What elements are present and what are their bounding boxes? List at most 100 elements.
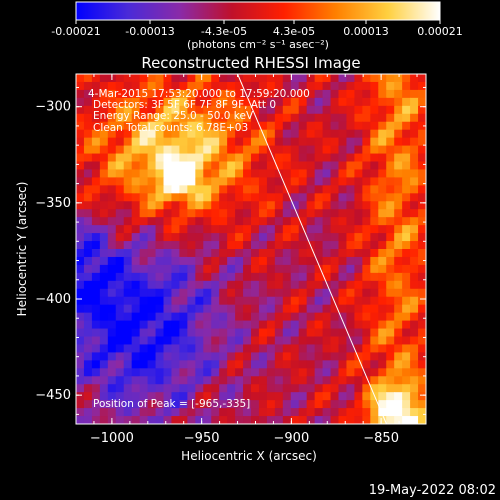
heatmap-pixel bbox=[251, 400, 260, 409]
heatmap-pixel bbox=[266, 209, 276, 218]
heatmap-pixel bbox=[179, 201, 188, 210]
heatmap-pixel bbox=[171, 217, 180, 226]
heatmap-pixel bbox=[274, 328, 284, 338]
heatmap-pixel bbox=[195, 89, 204, 99]
heatmap-pixel bbox=[203, 368, 212, 377]
heatmap-pixel bbox=[266, 185, 276, 194]
heatmap-pixel bbox=[187, 312, 196, 322]
heatmap-pixel bbox=[314, 81, 324, 91]
heatmap-pixel bbox=[243, 304, 252, 314]
heatmap-pixel bbox=[131, 105, 141, 115]
heatmap-pixel bbox=[227, 376, 236, 385]
heatmap-pixel bbox=[370, 81, 379, 91]
heatmap-pixel bbox=[338, 256, 348, 266]
heatmap-pixel bbox=[354, 336, 363, 346]
heatmap-pixel bbox=[203, 185, 212, 194]
heatmap-pixel bbox=[251, 320, 260, 330]
heatmap-pixel bbox=[266, 145, 276, 155]
heatmap-pixel bbox=[306, 105, 316, 115]
heatmap-pixel bbox=[362, 312, 371, 322]
heatmap-pixel bbox=[219, 74, 228, 83]
heatmap-pixel bbox=[211, 209, 220, 218]
heatmap-pixel bbox=[123, 89, 133, 99]
heatmap-pixel bbox=[298, 272, 308, 282]
heatmap-pixel bbox=[274, 209, 284, 218]
heatmap-pixel bbox=[115, 89, 125, 99]
heatmap-pixel bbox=[83, 241, 93, 250]
heatmap-pixel bbox=[131, 225, 141, 234]
heatmap-pixel bbox=[91, 264, 101, 274]
heatmap-pixel bbox=[274, 225, 284, 234]
heatmap-pixel bbox=[219, 193, 228, 202]
heatmap-pixel bbox=[147, 336, 157, 346]
heatmap-pixel bbox=[219, 201, 228, 210]
heatmap-pixel bbox=[203, 129, 212, 139]
heatmap-pixel bbox=[410, 272, 419, 282]
heatmap-pixel bbox=[147, 177, 157, 186]
heatmap-pixel bbox=[378, 169, 387, 178]
heatmap-pixel bbox=[123, 328, 133, 338]
heatmap-pixel bbox=[251, 153, 260, 163]
heatmap-pixel bbox=[274, 368, 284, 377]
heatmap-pixel bbox=[402, 416, 411, 424]
heatmap-pixel bbox=[306, 81, 316, 91]
heatmap-pixel bbox=[203, 336, 212, 346]
heatmap-pixel bbox=[235, 416, 244, 424]
heatmap-pixel bbox=[76, 320, 85, 330]
heatmap-pixel bbox=[131, 320, 141, 330]
heatmap-pixel bbox=[298, 193, 308, 202]
heatmap-pixel bbox=[139, 201, 149, 210]
heatmap-pixel bbox=[107, 105, 117, 115]
heatmap-pixel bbox=[314, 225, 324, 234]
heatmap-pixel bbox=[187, 400, 196, 409]
heatmap-pixel bbox=[123, 376, 133, 385]
heatmap-pixel bbox=[258, 137, 268, 147]
heatmap-pixel bbox=[187, 352, 196, 361]
heatmap-pixel bbox=[410, 217, 419, 226]
heatmap-pixel bbox=[266, 384, 276, 393]
heatmap-pixel bbox=[163, 97, 173, 107]
heatmap-pixel bbox=[243, 105, 252, 115]
heatmap-pixel bbox=[195, 121, 204, 131]
heatmap-pixel bbox=[266, 376, 276, 385]
heatmap-pixel bbox=[131, 304, 141, 314]
heatmap-pixel bbox=[195, 376, 204, 385]
heatmap-pixel bbox=[346, 296, 355, 306]
heatmap-pixel bbox=[99, 280, 109, 290]
heatmap-pixel bbox=[370, 74, 379, 83]
heatmap-pixel bbox=[179, 209, 188, 218]
heatmap-pixel bbox=[131, 408, 141, 417]
heatmap-pixel bbox=[171, 209, 180, 218]
heatmap-pixel bbox=[362, 280, 371, 290]
heatmap-pixel bbox=[211, 256, 220, 266]
heatmap-pixel bbox=[235, 400, 244, 409]
heatmap-pixel bbox=[139, 408, 149, 417]
heatmap-pixel bbox=[410, 97, 419, 107]
heatmap-pixel bbox=[155, 185, 165, 194]
heatmap-pixel bbox=[378, 249, 387, 258]
heatmap-pixel bbox=[179, 153, 188, 163]
heatmap-pixel bbox=[163, 328, 173, 338]
heatmap-pixel bbox=[211, 280, 220, 290]
heatmap-pixel bbox=[258, 328, 268, 338]
heatmap-pixel bbox=[107, 392, 117, 401]
heatmap-pixel bbox=[298, 249, 308, 258]
heatmap-pixel bbox=[338, 272, 348, 282]
heatmap-pixel bbox=[76, 328, 85, 338]
heatmap-pixel bbox=[163, 416, 173, 424]
heatmap-pixel bbox=[115, 344, 125, 353]
heatmap-pixel bbox=[258, 368, 268, 377]
heatmap-pixel bbox=[410, 249, 419, 258]
heatmap-pixel bbox=[203, 384, 212, 393]
heatmap-pixel bbox=[227, 296, 236, 306]
heatmap-pixel bbox=[338, 137, 348, 147]
heatmap-pixel bbox=[362, 256, 371, 266]
heatmap-pixel bbox=[107, 312, 117, 322]
heatmap-pixel bbox=[235, 280, 244, 290]
heatmap-pixel bbox=[362, 177, 371, 186]
heatmap-pixel bbox=[139, 296, 149, 306]
heatmap-pixel bbox=[354, 272, 363, 282]
heatmap-pixel bbox=[386, 169, 395, 178]
heatmap-pixel bbox=[314, 352, 324, 361]
heatmap-pixel bbox=[330, 376, 340, 385]
